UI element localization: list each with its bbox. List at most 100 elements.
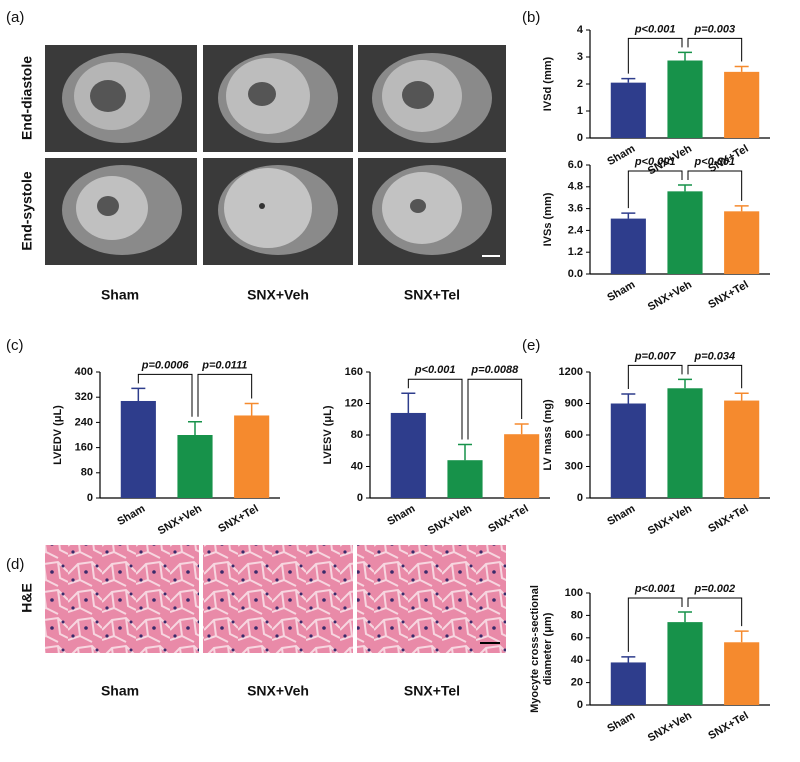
- bar: [724, 71, 760, 138]
- column-label: SNX+Veh: [247, 683, 309, 699]
- p-value: p=0.0088: [470, 364, 519, 376]
- y-tick-label: 0: [357, 492, 363, 504]
- mri-image: [203, 158, 353, 265]
- y-tick-label: 20: [571, 677, 583, 689]
- y-tick-label: 240: [75, 416, 93, 428]
- y-tick-label: 120: [345, 397, 363, 409]
- significance-bracket: [137, 373, 193, 417]
- bar: [120, 400, 156, 498]
- significance-bracket: [197, 373, 253, 417]
- y-tick-label: 100: [565, 587, 583, 599]
- y-tick-label: 4: [577, 24, 584, 36]
- error-bar: [514, 423, 529, 435]
- column-label: Sham: [101, 683, 139, 699]
- y-tick-label: 3: [577, 51, 583, 63]
- y-axis-label: LVESV (μL): [322, 405, 334, 464]
- panel-label: (a): [6, 9, 24, 26]
- error-bar: [621, 77, 636, 83]
- x-tick-label: SNX+Veh: [426, 503, 474, 538]
- x-tick-label: Sham: [605, 503, 637, 528]
- y-tick-label: 4.8: [568, 181, 583, 193]
- bar: [667, 388, 703, 498]
- p-value: p=0.003: [693, 23, 735, 35]
- x-tick-label: SNX+Tel: [706, 503, 750, 535]
- x-tick-label: Sham: [605, 143, 637, 168]
- y-tick-label: 1.2: [568, 246, 583, 258]
- significance-bracket: [687, 37, 743, 62]
- mri-image: [45, 45, 197, 152]
- panel-label: (c): [6, 337, 24, 354]
- bar: [447, 460, 483, 498]
- y-axis-label: IVSd (mm): [542, 56, 554, 111]
- y-axis-label: IVSs (mm): [542, 192, 554, 246]
- x-tick-label: SNX+Tel: [706, 710, 750, 742]
- error-bar: [621, 393, 636, 404]
- he-images: [45, 545, 506, 653]
- y-tick-label: 600: [565, 429, 583, 441]
- p-value: p<0.001: [693, 156, 735, 168]
- bar: [234, 415, 270, 498]
- row-label: End-diastole: [19, 56, 35, 140]
- error-bar: [621, 212, 636, 219]
- y-tick-label: 300: [565, 460, 583, 472]
- error-bar: [131, 387, 146, 401]
- x-tick-label: SNX+Veh: [156, 503, 204, 538]
- significance-bracket: [627, 364, 683, 390]
- significance-bracket: [687, 364, 743, 389]
- panel-label: (d): [6, 556, 24, 573]
- p-value: p=0.002: [693, 583, 735, 595]
- y-tick-label: 40: [351, 460, 363, 472]
- he-image: [45, 545, 199, 653]
- p-value: p=0.0006: [141, 359, 190, 371]
- error-bar: [678, 51, 692, 61]
- significance-bracket: [467, 378, 523, 440]
- p-value: p=0.007: [634, 350, 677, 362]
- x-tick-label: Sham: [115, 503, 147, 528]
- p-value: p<0.001: [634, 156, 676, 168]
- significance-bracket: [627, 170, 683, 209]
- bar: [724, 642, 760, 705]
- y-tick-label: 80: [81, 467, 93, 479]
- y-tick-label: 1200: [559, 366, 583, 378]
- y-tick-label: 3.6: [568, 203, 583, 215]
- error-bar: [678, 611, 692, 623]
- bar: [610, 662, 646, 705]
- panel-label: (e): [522, 337, 540, 354]
- y-tick-label: 80: [571, 609, 583, 621]
- significance-bracket: [687, 170, 743, 201]
- he-image: [357, 545, 506, 653]
- bar: [610, 218, 646, 274]
- significance-bracket: [687, 597, 743, 627]
- column-label: SNX+Veh: [247, 287, 309, 303]
- error-bar: [188, 421, 202, 435]
- y-axis-label: LVEDV (μL): [52, 405, 64, 465]
- error-bar: [678, 184, 692, 192]
- x-tick-label: SNX+Tel: [216, 503, 260, 535]
- column-label: SNX+Tel: [404, 287, 460, 303]
- y-axis-label: Myocyte cross-sectional: [529, 585, 541, 713]
- y-tick-label: 320: [75, 391, 93, 403]
- mri-image: [45, 158, 197, 265]
- column-label: Sham: [101, 287, 139, 303]
- bar: [724, 211, 760, 274]
- y-tick-label: 160: [75, 442, 93, 454]
- bar: [610, 403, 646, 498]
- bar: [610, 82, 646, 138]
- significance-bracket: [627, 597, 683, 652]
- mri-image: [203, 45, 353, 152]
- significance-bracket: [407, 378, 463, 440]
- y-tick-label: 160: [345, 366, 363, 378]
- x-tick-label: Sham: [605, 710, 637, 735]
- x-tick-label: SNX+Veh: [646, 710, 694, 745]
- y-tick-label: 1: [577, 105, 583, 117]
- y-tick-label: 0: [577, 132, 583, 144]
- error-bar: [458, 443, 472, 461]
- column-label: SNX+Tel: [404, 683, 460, 699]
- y-tick-label: 400: [75, 366, 93, 378]
- error-bar: [734, 205, 749, 212]
- y-tick-label: 60: [571, 632, 583, 644]
- mri-images: [45, 45, 506, 265]
- bar: [667, 191, 703, 274]
- row-label: H&E: [19, 583, 35, 613]
- p-value: p<0.001: [634, 23, 676, 35]
